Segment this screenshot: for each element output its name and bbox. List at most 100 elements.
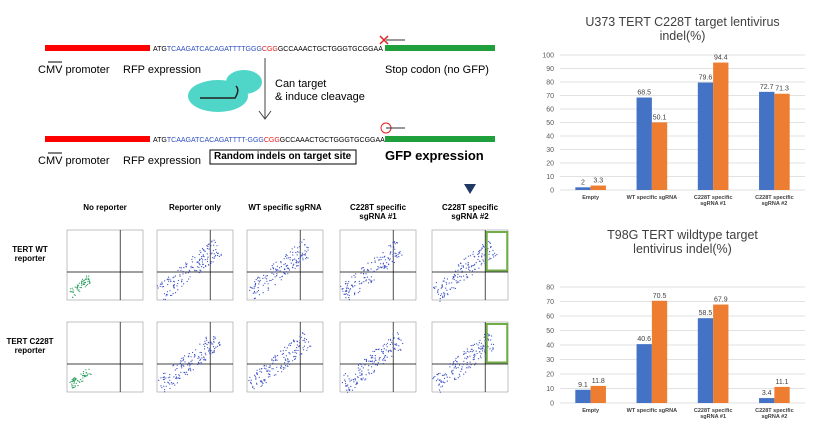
event [383,359,385,361]
event [82,373,84,375]
event [177,289,179,291]
event [197,363,199,366]
event [267,376,270,378]
event [460,370,462,372]
event [81,280,83,282]
event [466,275,468,277]
event [382,362,384,365]
event [461,270,463,272]
event [77,380,79,382]
event [375,269,378,271]
event [388,350,390,352]
event [494,255,496,257]
event [466,367,468,369]
event [292,260,294,262]
event [279,267,281,269]
y-tick-label: 40 [546,343,554,350]
event [457,273,459,275]
label: RFP expression [123,64,202,76]
event [269,370,271,372]
event [181,367,183,369]
event [186,280,188,283]
event [386,268,388,270]
event [86,375,88,377]
event [266,275,268,277]
event [255,283,257,285]
event [364,379,366,381]
event [256,382,258,384]
event [348,389,351,392]
event [271,265,273,267]
event [441,293,443,295]
event [297,262,299,264]
event [281,371,283,373]
cmv-rfp-bar [45,136,150,142]
event [165,377,167,379]
event [345,383,347,385]
event [440,287,442,289]
data-label: 50.1 [653,114,667,121]
event [69,291,71,293]
event [212,351,214,353]
event [253,286,255,288]
event [472,253,474,255]
event [265,382,267,384]
event [272,360,275,362]
event [440,380,442,382]
event [465,257,467,259]
event [306,349,308,351]
event [354,378,356,380]
event [190,267,192,269]
event [371,262,373,264]
sequence: ATGTCAAGATCACAGATTTTGGGCGGGCCAAACTGCTGGG… [153,46,383,53]
event [177,279,179,282]
event [470,364,472,366]
event [368,278,370,280]
event [82,280,84,282]
event [365,358,367,360]
event [178,374,180,376]
event [469,255,471,257]
event [74,286,76,288]
event [269,280,271,282]
event [184,371,186,374]
event [161,387,163,389]
event [381,350,383,353]
event [356,381,358,383]
event [289,251,291,253]
bar [651,300,668,403]
event [459,275,461,277]
column-header: No reporter [83,203,127,212]
event [374,260,376,262]
event [267,283,269,285]
event [83,375,86,377]
event [446,374,448,376]
event [468,267,470,269]
event [365,279,367,281]
event [73,380,75,382]
event [464,357,466,359]
event [286,264,289,266]
event [215,346,217,348]
event [87,278,89,280]
event [296,340,298,342]
event [457,355,459,357]
event [88,368,90,370]
event [189,367,191,369]
event [205,265,207,267]
event [214,348,216,350]
event [300,255,302,257]
event [354,294,356,296]
event [292,258,294,261]
seq-target: TCAAGATCACAGATTTT-GGG [167,137,264,144]
event [255,377,257,379]
event [171,294,173,296]
event [208,348,210,350]
event [184,373,186,375]
event [174,369,176,371]
event [78,380,80,382]
event [289,353,291,355]
event [286,363,288,365]
event [483,345,485,347]
event [370,357,373,359]
